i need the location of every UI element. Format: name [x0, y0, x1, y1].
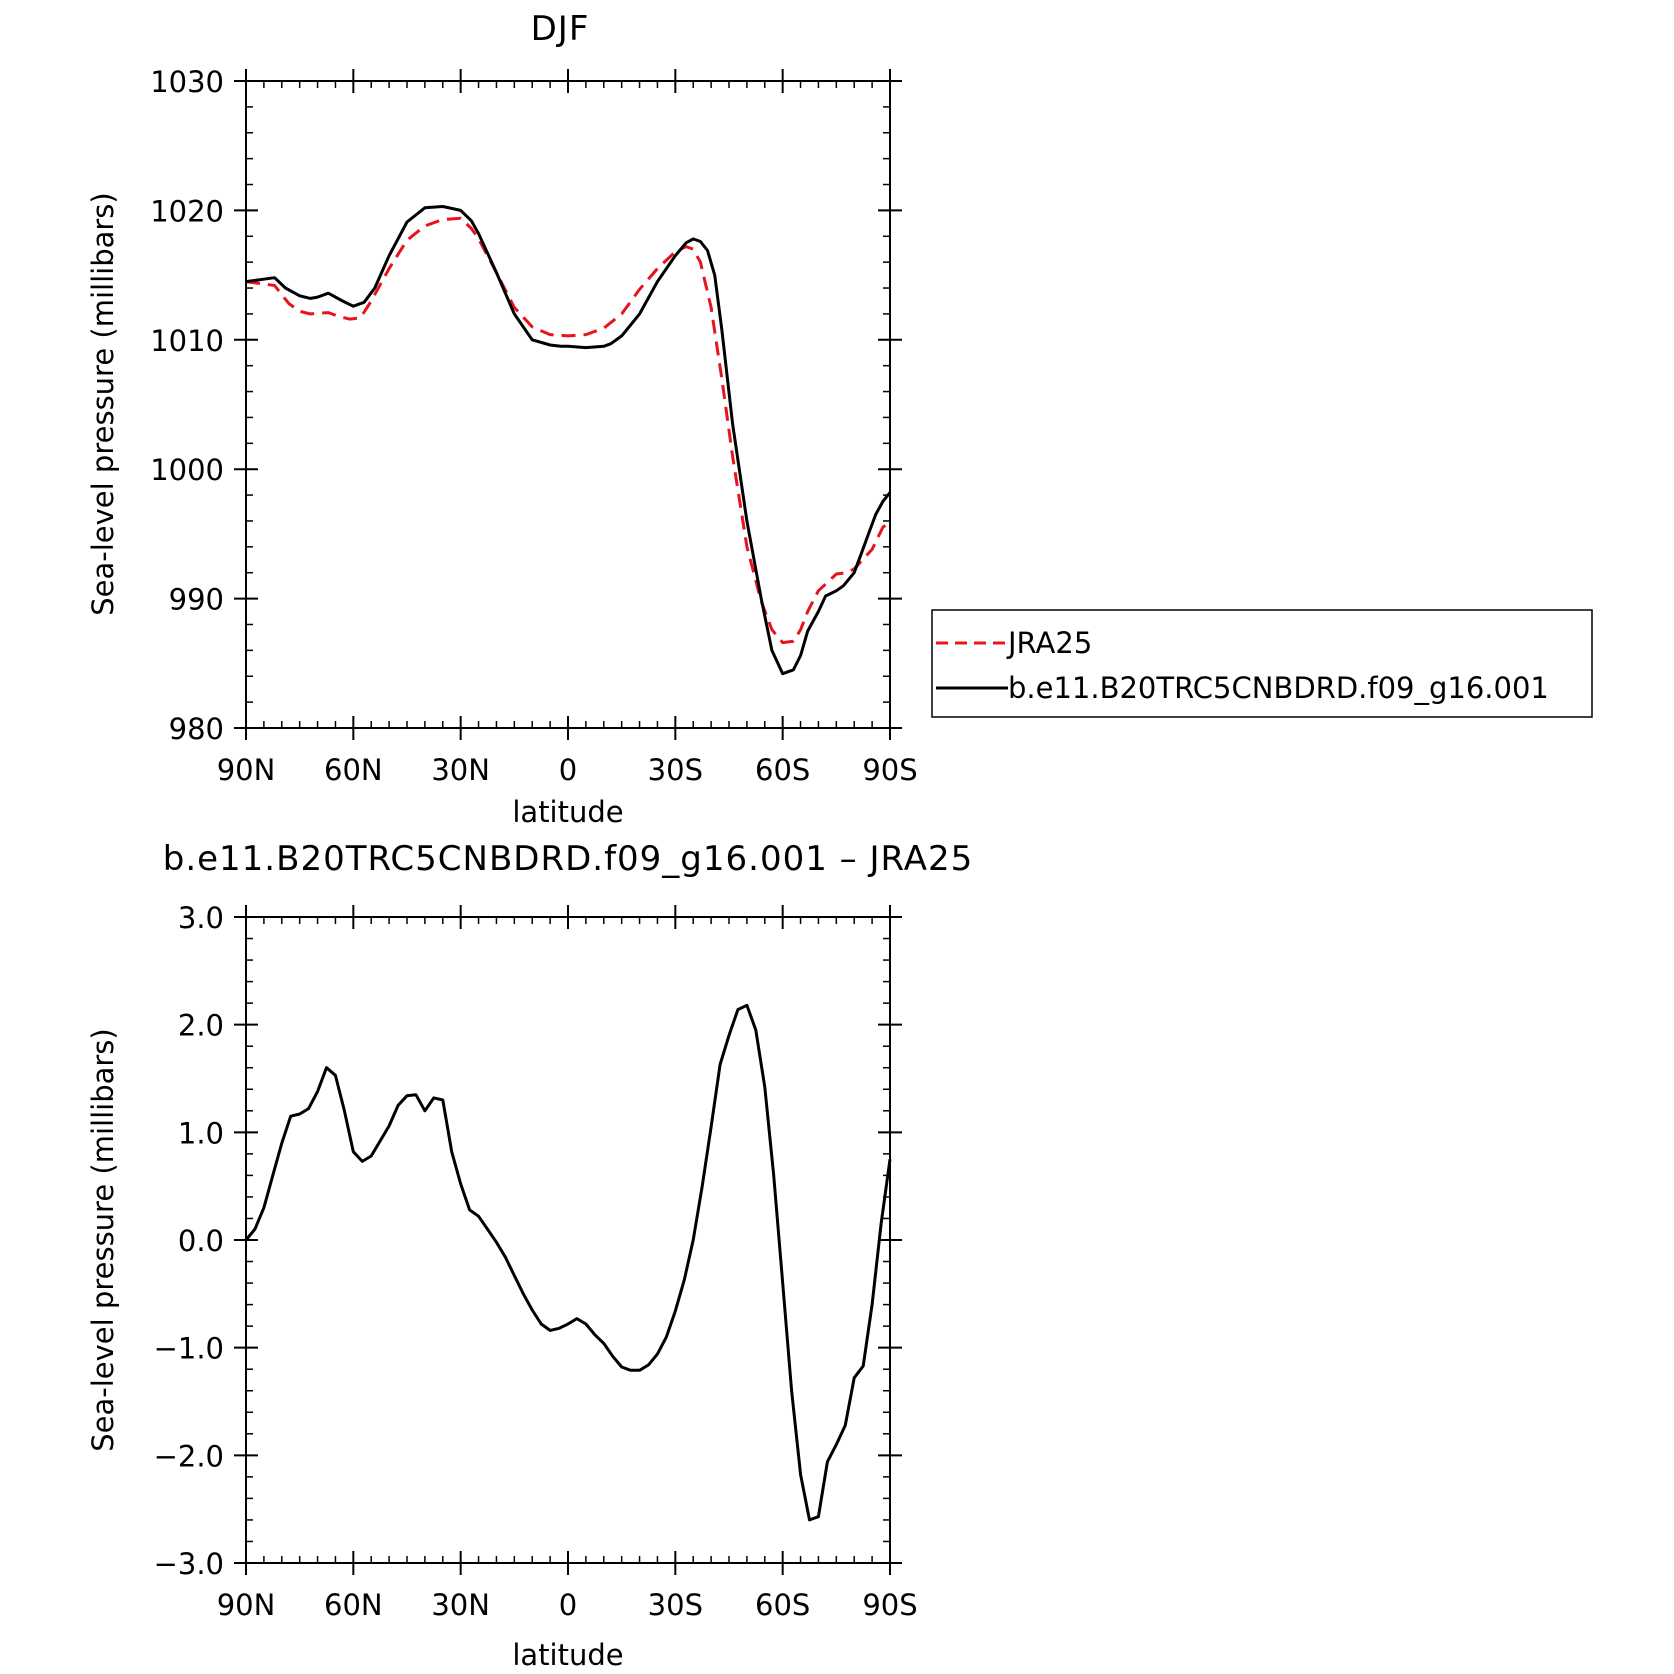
bottom-panel-y-tick-label: 1.0 [178, 1116, 224, 1150]
top-panel-series [245, 205, 892, 676]
bottom-panel-ticks: 90N 60N 30N 0 30S 60S 90S −3.0 −2.0 −1.0 0.0 1.0 2.0… [154, 901, 918, 1622]
top-panel-x-tick-label: 0 [559, 753, 577, 787]
top-panel-ticks: 90N 60N 30N 0 30S 60S 90S 980 990 1000 1010 1020 103… [150, 65, 917, 787]
top-panel-x-tick-label: 30S [648, 753, 703, 787]
top-panel-x-tick-label: 60S [755, 753, 810, 787]
legend-jra25-label: JRA25 [1006, 626, 1092, 660]
top-panel: DJF 90N 60N 30N 0 30S 60S 90S 980 990 1000 1010 102… [86, 9, 918, 829]
top-panel-frame [245, 80, 891, 729]
bottom-panel: b.e11.B20TRC5CNBDRD.f09_g16.001 – JRA25 … [86, 839, 974, 1672]
top-panel-y-label: Sea-level pressure (millibars) [86, 192, 120, 615]
bottom-panel-y-tick-label: −3.0 [154, 1547, 224, 1581]
bottom-panel-y-tick-label: −2.0 [154, 1439, 224, 1473]
bottom-panel-x-tick-label: 30N [431, 1588, 490, 1622]
top-panel-y-tick-label: 1010 [150, 324, 224, 358]
top-panel-title: DJF [531, 9, 590, 49]
top-panel-x-tick-label: 60N [324, 753, 383, 787]
top-panel-x-tick-label: 90S [862, 753, 917, 787]
bottom-panel-series [244, 1003, 892, 1522]
bottom-panel-x-tick-label: 60N [324, 1588, 383, 1622]
top-panel-y-tick-label: 1000 [150, 453, 224, 487]
top-panel-y-tick-label: 1030 [150, 65, 224, 99]
legend-box [931, 609, 1593, 718]
bottom-panel-model-line [244, 1003, 892, 1522]
legend-model-label: b.e11.B20TRC5CNBDRD.f09_g16.001 [1008, 671, 1549, 705]
top-panel-x-label: latitude [512, 795, 623, 829]
bottom-panel-x-tick-label: 0 [559, 1588, 577, 1622]
bottom-panel-x-label: latitude [512, 1638, 623, 1672]
bottom-panel-y-label: Sea-level pressure (millibars) [86, 1028, 120, 1451]
bottom-panel-y-tick-label: 3.0 [178, 901, 224, 935]
top-panel-model-line [245, 205, 892, 676]
legend: JRA25 b.e11.B20TRC5CNBDRD.f09_g16.001 [931, 609, 1593, 718]
bottom-panel-x-tick-label: 30S [648, 1588, 703, 1622]
bottom-panel-x-tick-label: 60S [755, 1588, 810, 1622]
top-panel-y-tick-label: 1020 [150, 194, 224, 228]
bottom-panel-y-tick-label: 0.0 [178, 1224, 224, 1258]
bottom-panel-x-tick-label: 90S [862, 1588, 917, 1622]
top-panel-x-tick-label: 30N [431, 753, 490, 787]
bottom-panel-frame [245, 916, 891, 1564]
top-panel-y-tick-label: 990 [169, 583, 224, 617]
top-panel-y-tick-label: 980 [169, 712, 224, 746]
bottom-panel-x-tick-label: 90N [217, 1588, 276, 1622]
bottom-panel-title: b.e11.B20TRC5CNBDRD.f09_g16.001 – JRA25 [163, 839, 974, 879]
top-panel-x-tick-label: 90N [217, 753, 276, 787]
bottom-panel-y-tick-label: −1.0 [154, 1332, 224, 1366]
top-panel-jra25-line [245, 216, 891, 645]
bottom-panel-y-tick-label: 2.0 [178, 1009, 224, 1043]
